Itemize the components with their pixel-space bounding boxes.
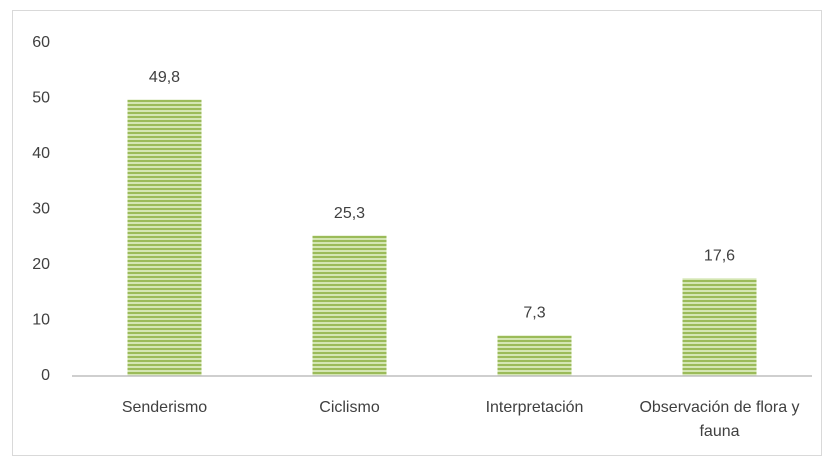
y-tick-label: 10: [32, 312, 50, 329]
data-label: 17,6: [704, 248, 735, 265]
bar: [497, 335, 572, 376]
y-tick-label: 20: [32, 256, 50, 273]
y-tick-label: 60: [32, 34, 50, 51]
y-tick-label: 40: [32, 145, 50, 162]
y-tick-label: 30: [32, 201, 50, 218]
bar: [127, 99, 202, 377]
bar: [312, 235, 387, 376]
x-tick-label: Interpretación: [485, 399, 584, 416]
x-tick-label: Senderismo: [121, 399, 208, 416]
x-tick-label: Observación de flora y fauna: [639, 399, 800, 440]
y-tick-label: 50: [32, 90, 50, 107]
x-tick-label: Ciclismo: [319, 399, 380, 416]
data-label: 7,3: [523, 305, 545, 322]
y-tick-label: 0: [41, 367, 50, 384]
bar: [682, 278, 757, 376]
chart-frame: [12, 10, 822, 456]
data-label: 49,8: [149, 69, 180, 86]
data-label: 25,3: [334, 205, 365, 222]
